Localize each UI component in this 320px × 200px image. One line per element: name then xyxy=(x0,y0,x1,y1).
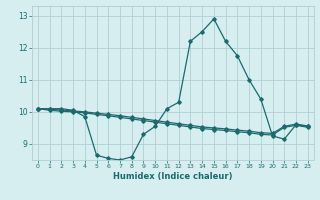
X-axis label: Humidex (Indice chaleur): Humidex (Indice chaleur) xyxy=(113,172,233,181)
